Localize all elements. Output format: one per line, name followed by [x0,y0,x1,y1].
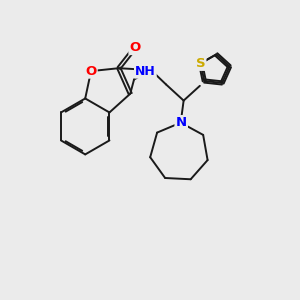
Text: N: N [176,116,187,129]
Text: NH: NH [135,64,156,78]
Text: S: S [196,57,206,70]
Text: O: O [85,64,97,78]
Text: N: N [176,116,187,129]
Text: O: O [129,41,141,54]
